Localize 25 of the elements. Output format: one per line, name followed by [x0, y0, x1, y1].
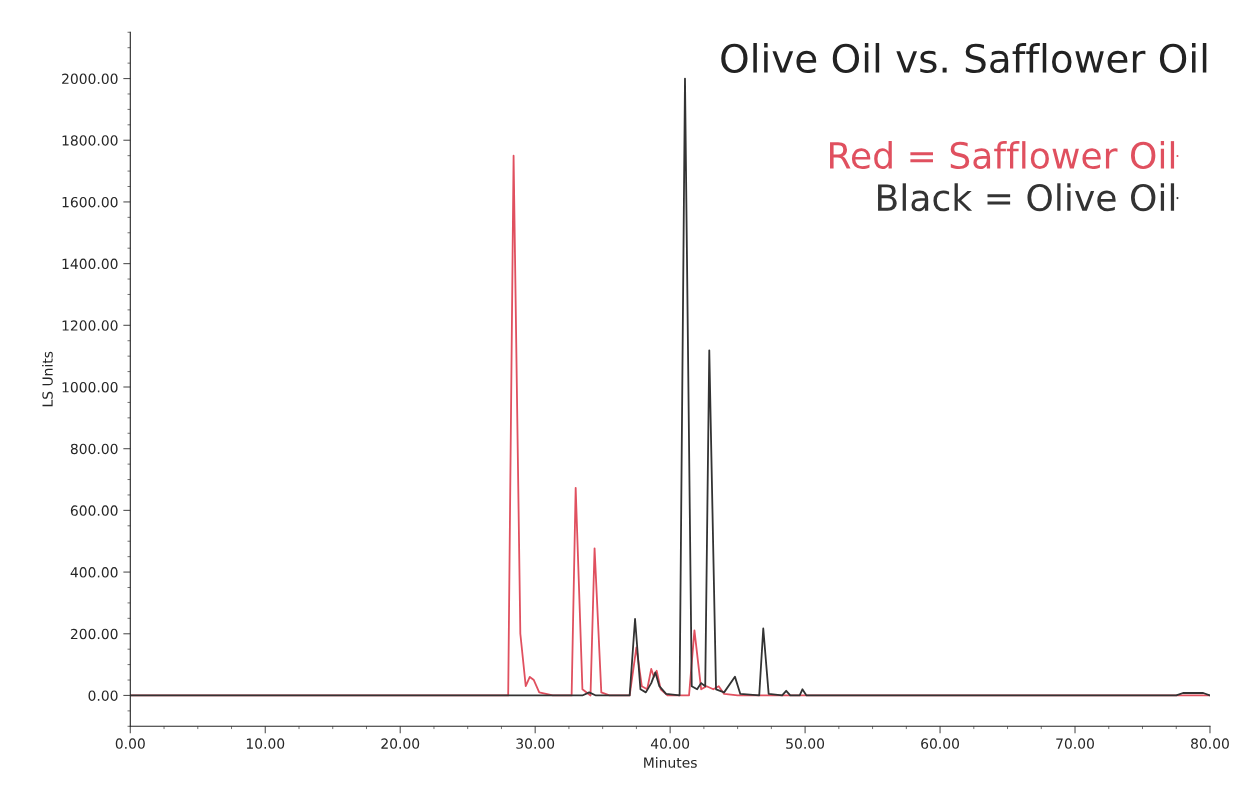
y-tick-label: 0.00	[88, 690, 118, 701]
x-tick-label: 70.00	[1056, 738, 1094, 749]
y-tick-label: 400.00	[70, 567, 118, 578]
y-axis-title: LS Units	[42, 351, 53, 407]
y-tick-label: 800.00	[70, 443, 118, 455]
legend-label: Black = Olive Oil	[878, 183, 1175, 212]
x-axis-title: Minutes	[644, 757, 697, 768]
x-tick-label: 40.00	[650, 738, 690, 749]
x-tick-label: 0.00	[115, 738, 145, 749]
x-tick-label: 80.00	[1191, 738, 1229, 749]
y-tick-label: 1600.00	[62, 196, 118, 208]
y-tick-label: 200.00	[70, 628, 118, 640]
y-tick-label: 1200.00	[62, 320, 118, 331]
y-tick-label: 600.00	[70, 505, 118, 516]
y-tick-label: 1400.00	[62, 258, 118, 270]
x-tick-label: 20.00	[381, 738, 420, 749]
y-tick-label: 1000.00	[62, 381, 118, 393]
y-tick-label: 1800.00	[62, 135, 118, 146]
x-tick-label: 10.00	[246, 738, 285, 749]
chart-title: Olive Oil vs. Safflower Oil	[721, 42, 1207, 74]
x-tick-label: 60.00	[921, 738, 960, 749]
x-tick-label: 30.00	[516, 738, 555, 749]
x-tick-label: 50.00	[786, 738, 825, 749]
y-tick-label: 2000.00	[62, 73, 118, 85]
legend-label: Red = Safflower Oil	[830, 141, 1175, 170]
